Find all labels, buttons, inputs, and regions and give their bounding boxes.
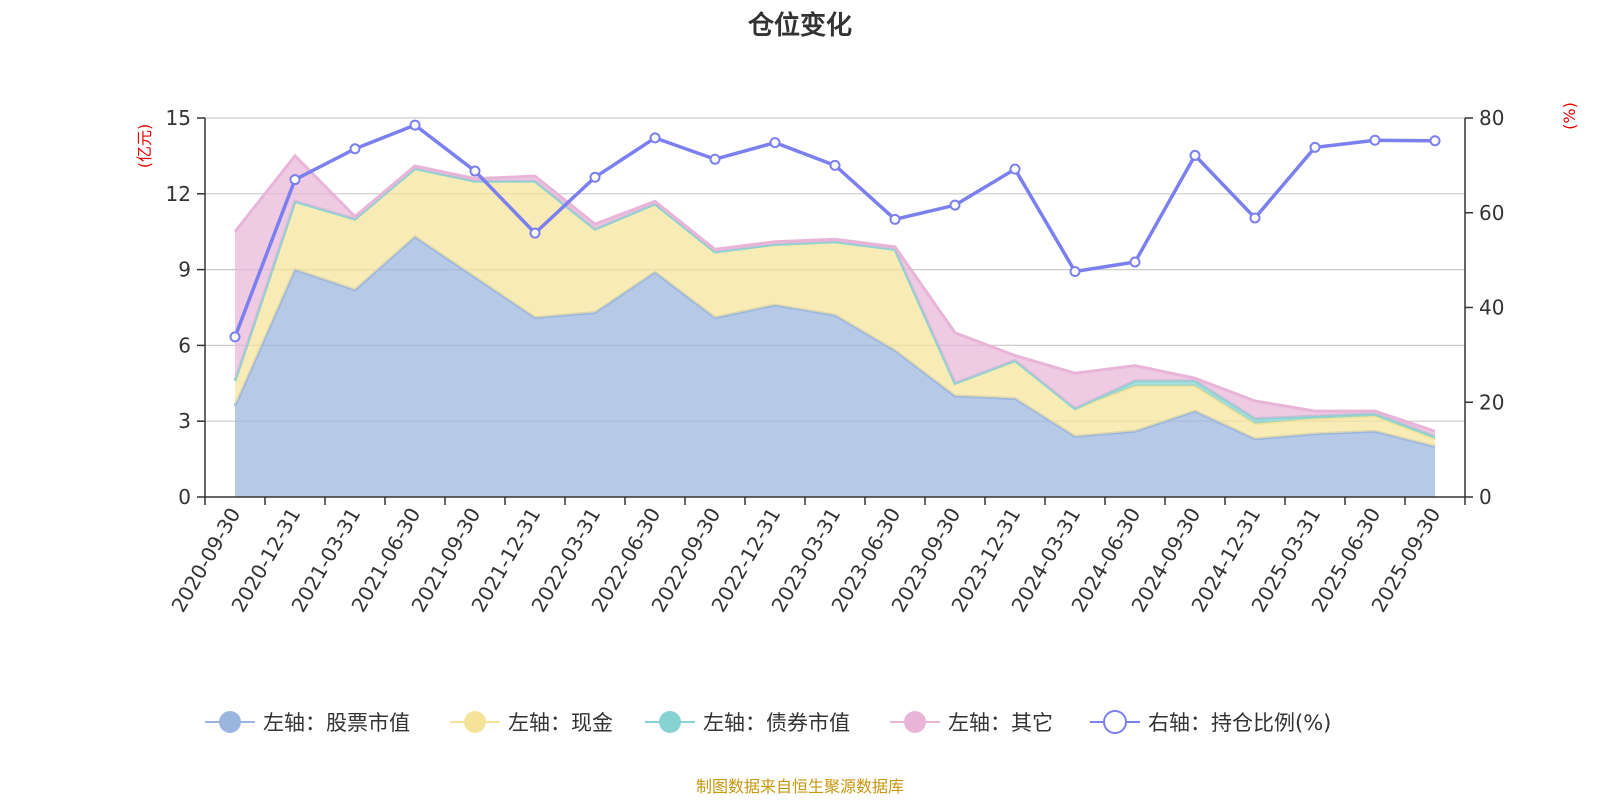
ratio-point xyxy=(709,153,721,165)
ratio-point xyxy=(1309,141,1321,153)
right-tick-label: 40 xyxy=(1479,296,1504,320)
ratio-point xyxy=(1009,163,1021,175)
ratio-point xyxy=(1369,134,1381,146)
legend-item-4[interactable]: 右轴：持仓比例(%) xyxy=(1090,710,1331,735)
legend-marker-icon xyxy=(1103,710,1127,734)
left-tick-label: 9 xyxy=(178,258,191,282)
area-line-3 xyxy=(233,153,1436,433)
left-tick-label: 12 xyxy=(166,182,191,206)
ratio-point xyxy=(349,143,361,155)
legend-item-2[interactable]: 左轴：债券市值 xyxy=(645,711,850,735)
data-source-note: 制图数据来自恒生聚源数据库 xyxy=(696,777,904,796)
ratio-point xyxy=(1129,256,1141,268)
ratio-series xyxy=(229,119,1441,343)
ratio-point xyxy=(289,174,301,186)
legend-item-3[interactable]: 左轴：其它 xyxy=(890,711,1053,735)
legend-marker-icon xyxy=(904,711,926,733)
right-tick-label: 60 xyxy=(1479,201,1504,225)
legend-marker-icon xyxy=(219,711,241,733)
right-axis-unit: (%) xyxy=(1560,102,1579,130)
ratio-point xyxy=(649,132,661,144)
ratio-point xyxy=(469,165,481,177)
legend-marker-icon xyxy=(659,711,681,733)
legend-label: 右轴：持仓比例(%) xyxy=(1148,711,1331,735)
chart-title: 仓位变化 xyxy=(747,10,852,41)
legend-item-0[interactable]: 左轴：股票市值 xyxy=(205,711,410,735)
legend-label: 左轴：股票市值 xyxy=(263,711,410,735)
left-tick-label: 6 xyxy=(178,333,191,357)
left-tick-label: 3 xyxy=(178,409,191,433)
legend-item-1[interactable]: 左轴：现金 xyxy=(450,711,613,735)
ratio-point xyxy=(769,137,781,149)
ratio-point xyxy=(949,199,961,211)
left-tick-label: 15 xyxy=(166,106,191,130)
ratio-point xyxy=(229,331,241,343)
ratio-point xyxy=(1249,212,1261,224)
left-tick-label: 0 xyxy=(178,485,191,509)
legend-label: 左轴：其它 xyxy=(948,711,1053,735)
ratio-point xyxy=(409,119,421,131)
ratio-point xyxy=(589,171,601,183)
right-tick-label: 80 xyxy=(1479,106,1504,130)
area-series xyxy=(233,153,1436,497)
ratio-point xyxy=(529,227,541,239)
left-axis-unit: (亿元) xyxy=(135,124,154,169)
ratio-point xyxy=(1189,149,1201,161)
ratio-point xyxy=(829,159,841,171)
legend-label: 左轴：债券市值 xyxy=(703,711,850,735)
ratio-point xyxy=(1069,265,1081,277)
right-tick-label: 20 xyxy=(1479,390,1504,414)
legend[interactable]: 左轴：股票市值 左轴：现金 左轴：债券市值 左轴：其它 右轴：持仓比例(%) xyxy=(205,710,1331,735)
legend-marker-icon xyxy=(464,711,486,733)
right-tick-label: 0 xyxy=(1479,485,1492,509)
legend-label: 左轴：现金 xyxy=(508,711,613,735)
ratio-point xyxy=(889,213,901,225)
ratio-point xyxy=(1429,135,1441,147)
